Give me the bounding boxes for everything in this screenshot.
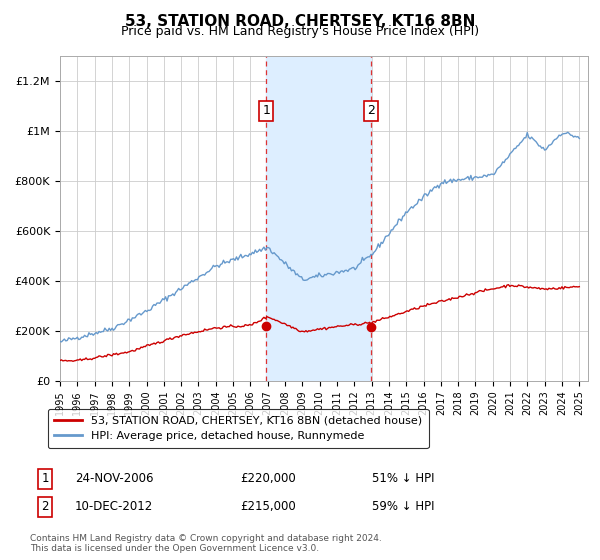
Text: £215,000: £215,000 xyxy=(240,500,296,514)
Text: £220,000: £220,000 xyxy=(240,472,296,486)
Text: 2: 2 xyxy=(367,105,374,118)
Text: 2: 2 xyxy=(41,500,49,514)
Text: 10-DEC-2012: 10-DEC-2012 xyxy=(75,500,153,514)
Text: 59% ↓ HPI: 59% ↓ HPI xyxy=(372,500,434,514)
Text: Contains HM Land Registry data © Crown copyright and database right 2024.
This d: Contains HM Land Registry data © Crown c… xyxy=(30,534,382,553)
Text: 1: 1 xyxy=(262,105,270,118)
Bar xyxy=(266,56,371,381)
Legend: 53, STATION ROAD, CHERTSEY, KT16 8BN (detached house), HPI: Average price, detac: 53, STATION ROAD, CHERTSEY, KT16 8BN (de… xyxy=(47,409,428,448)
Text: 1: 1 xyxy=(41,472,49,486)
Text: 53, STATION ROAD, CHERTSEY, KT16 8BN: 53, STATION ROAD, CHERTSEY, KT16 8BN xyxy=(125,14,475,29)
Text: Price paid vs. HM Land Registry's House Price Index (HPI): Price paid vs. HM Land Registry's House … xyxy=(121,25,479,38)
Text: 24-NOV-2006: 24-NOV-2006 xyxy=(75,472,154,486)
Text: 51% ↓ HPI: 51% ↓ HPI xyxy=(372,472,434,486)
